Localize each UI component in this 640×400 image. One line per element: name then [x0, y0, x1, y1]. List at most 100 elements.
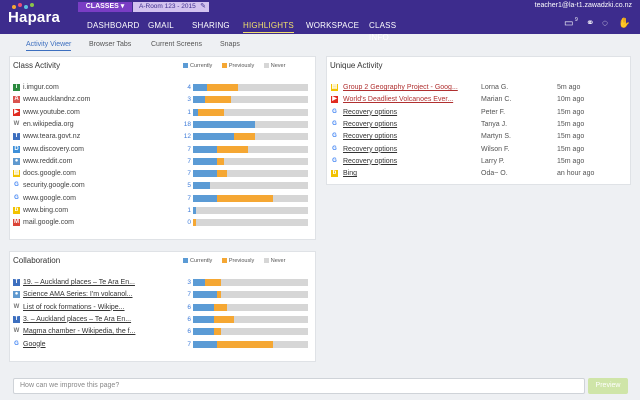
page-link[interactable]: Science AMA Series: I'm volcanol... [23, 291, 133, 299]
activity-bar[interactable] [193, 96, 308, 104]
activity-bar[interactable] [193, 120, 308, 128]
chat-icon[interactable]: ◌ [602, 18, 608, 29]
page-link[interactable]: Recovery options [343, 120, 398, 128]
activity-bar[interactable] [193, 340, 308, 348]
student-count[interactable]: 5 [187, 182, 191, 190]
page-link[interactable]: Group 2 Geography Project - Goog... [343, 84, 458, 91]
room-label: A-Room 123 - 2015 [139, 3, 196, 10]
student-count[interactable]: 3 [187, 279, 191, 286]
google-icon: G [13, 182, 20, 190]
activity-bar[interactable] [193, 315, 308, 323]
hand-icon[interactable]: ✋ [618, 18, 631, 29]
user-email[interactable]: teacher1@la-t1.zawadzki.co.nz [534, 2, 632, 9]
activity-row: ▤ docs.google.com 7 [13, 168, 308, 180]
page-link[interactable]: Recovery options [343, 108, 398, 116]
student-count[interactable]: 0 [187, 219, 191, 227]
page-link[interactable]: 3. – Auckland places – Te Ara En... [23, 315, 132, 323]
student-count[interactable]: 7 [187, 170, 191, 178]
activity-bar[interactable] [193, 194, 308, 202]
tab-current-screens[interactable]: Current Screens [151, 41, 202, 48]
tab-browser-tabs[interactable]: Browser Tabs [89, 41, 132, 48]
student-count[interactable]: 7 [187, 340, 191, 348]
nav-gmail[interactable]: GMAIL [148, 21, 174, 30]
nav-sharing[interactable]: SHARING [192, 21, 230, 30]
student-count[interactable]: 7 [187, 291, 191, 299]
page-link[interactable]: 19. – Auckland places – Te Ara En... [23, 279, 135, 286]
tab-snaps[interactable]: Snaps [220, 41, 240, 48]
unique-activity-panel: Unique Activity ▤ Group 2 Geography Proje… [326, 56, 631, 185]
activity-row: ▶ www.youtube.com 1 [13, 107, 308, 119]
tab-activity-viewer[interactable]: Activity Viewer [26, 40, 72, 51]
student-count[interactable]: 6 [187, 315, 191, 323]
student-count[interactable]: 3 [187, 96, 191, 104]
activity-bar[interactable] [193, 328, 308, 336]
google-icon: G [13, 194, 20, 202]
activity-row: i i.imgur.com 4 [13, 82, 308, 94]
bar-segment-previously [217, 194, 274, 202]
nav-workspace[interactable]: WORKSPACE [306, 21, 360, 30]
bar-segment-previously [234, 133, 256, 141]
page-link[interactable]: World's Deadliest Volcanoes Ever... [343, 96, 454, 104]
page-link[interactable]: Magma chamber - Wikipedia, the f... [23, 328, 136, 336]
activity-bar[interactable] [193, 207, 308, 214]
classes-dropdown[interactable]: CLASSES ▾ [78, 2, 132, 12]
monitor-icon[interactable]: ▭ [564, 18, 574, 29]
room-selector[interactable]: A-Room 123 - 2015 ✎ [133, 2, 209, 12]
student-count[interactable]: 7 [187, 145, 191, 153]
google-icon: G [331, 145, 338, 153]
activity-bar[interactable] [193, 219, 308, 227]
activity-bar[interactable] [193, 170, 308, 178]
student-count[interactable]: 6 [187, 303, 191, 311]
student-count[interactable]: 1 [187, 207, 191, 214]
student-count[interactable]: 18 [183, 120, 191, 128]
student-count[interactable]: 7 [187, 194, 191, 202]
google-icon: G [331, 120, 338, 128]
bar-segment-currently [193, 303, 214, 311]
nav-highlights[interactable]: HIGHLIGHTS [243, 20, 294, 33]
student-name: Martyn S. [481, 133, 511, 141]
page-link[interactable]: Bing [343, 170, 358, 178]
activity-bar[interactable] [193, 133, 308, 141]
activity-bar[interactable] [193, 182, 308, 190]
student-count[interactable]: 7 [187, 157, 191, 165]
activity-row: ● Science AMA Series: I'm volcanol... 7 [13, 289, 308, 301]
legend: Currently Previously Never [183, 258, 285, 264]
preview-button[interactable]: Preview [588, 378, 628, 394]
student-count[interactable]: 12 [183, 133, 191, 141]
page-link[interactable]: Recovery options [343, 145, 398, 153]
page-link[interactable]: Recovery options [343, 157, 398, 165]
activity-bar[interactable] [193, 84, 308, 91]
page-link[interactable]: Google [23, 340, 46, 348]
student-count[interactable]: 1 [187, 108, 191, 116]
panel-title: Unique Activity [330, 61, 383, 70]
bar-segment-previously [204, 279, 221, 286]
student-count[interactable]: 6 [187, 328, 191, 336]
activity-bar[interactable] [193, 303, 308, 311]
pencil-icon[interactable]: ✎ [200, 3, 206, 10]
nav-class-info[interactable]: CLASS INFO [369, 21, 397, 42]
activity-bar[interactable] [193, 291, 308, 299]
bar-segment-previously [217, 170, 228, 178]
unique-activity-row: G Recovery options Larry P. 15m ago [331, 156, 631, 168]
student-count[interactable]: 4 [187, 84, 191, 91]
page-link[interactable]: Recovery options [343, 133, 398, 141]
bar-segment-currently [193, 170, 218, 178]
activity-bar[interactable] [193, 108, 308, 116]
page-link[interactable]: List of rock formations - Wikipe... [23, 303, 125, 311]
nav-dashboard[interactable]: DASHBOARD [87, 21, 140, 30]
activity-bar[interactable] [193, 157, 308, 165]
activity-bar[interactable] [193, 145, 308, 153]
bar-segment-currently [193, 328, 214, 336]
bar-segment-currently [193, 315, 214, 323]
google-icon: G [331, 108, 338, 116]
link-icon[interactable]: ⚭ [586, 18, 595, 29]
site-label: www.aucklandnz.com [23, 96, 91, 104]
bar-segment-currently [193, 279, 205, 286]
feedback-input[interactable]: How can we improve this page? [13, 378, 585, 394]
bar-segment-previously [204, 96, 231, 104]
activity-bar[interactable] [193, 279, 308, 286]
hapara-logo[interactable]: Hapara [8, 9, 61, 26]
